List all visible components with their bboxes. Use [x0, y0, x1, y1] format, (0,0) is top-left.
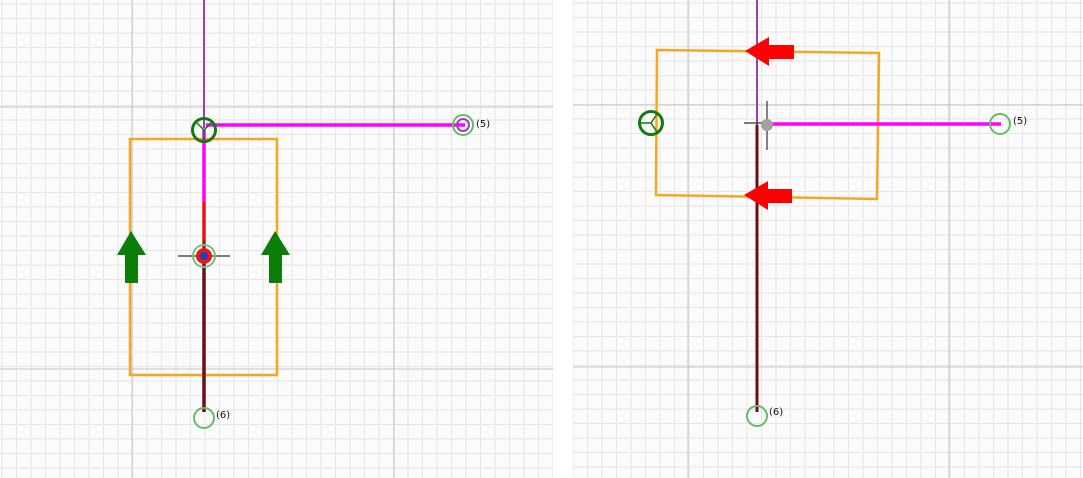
center-node[interactable]: [178, 240, 230, 272]
arrow-left-icon: [744, 181, 792, 210]
arrow-left-icon: [745, 37, 794, 66]
node-6-label: (6): [216, 410, 230, 421]
arrow-up-icon: [261, 231, 290, 283]
center-node[interactable]: [744, 101, 773, 150]
node-5[interactable]: (5): [989, 113, 1027, 135]
left-joint-node[interactable]: [638, 110, 664, 136]
node-6[interactable]: (6): [193, 407, 230, 429]
top-joint-node[interactable]: [191, 117, 217, 143]
left-view-canvas[interactable]: (5) (6): [0, 0, 553, 478]
grid: [573, 0, 1083, 478]
node-5-label: (5): [476, 119, 490, 130]
node-6-label: (6): [769, 407, 783, 418]
right-view-canvas[interactable]: (5) (6): [573, 0, 1083, 478]
frame-outline[interactable]: [654, 48, 881, 201]
arrow-up-icon: [117, 231, 146, 283]
right-view-panel[interactable]: (5) (6): [573, 0, 1083, 478]
node-6[interactable]: (6): [746, 405, 783, 427]
node-5[interactable]: (5): [452, 114, 490, 136]
node-5-label: (5): [1013, 116, 1027, 127]
left-view-panel[interactable]: (5) (6): [0, 0, 553, 478]
